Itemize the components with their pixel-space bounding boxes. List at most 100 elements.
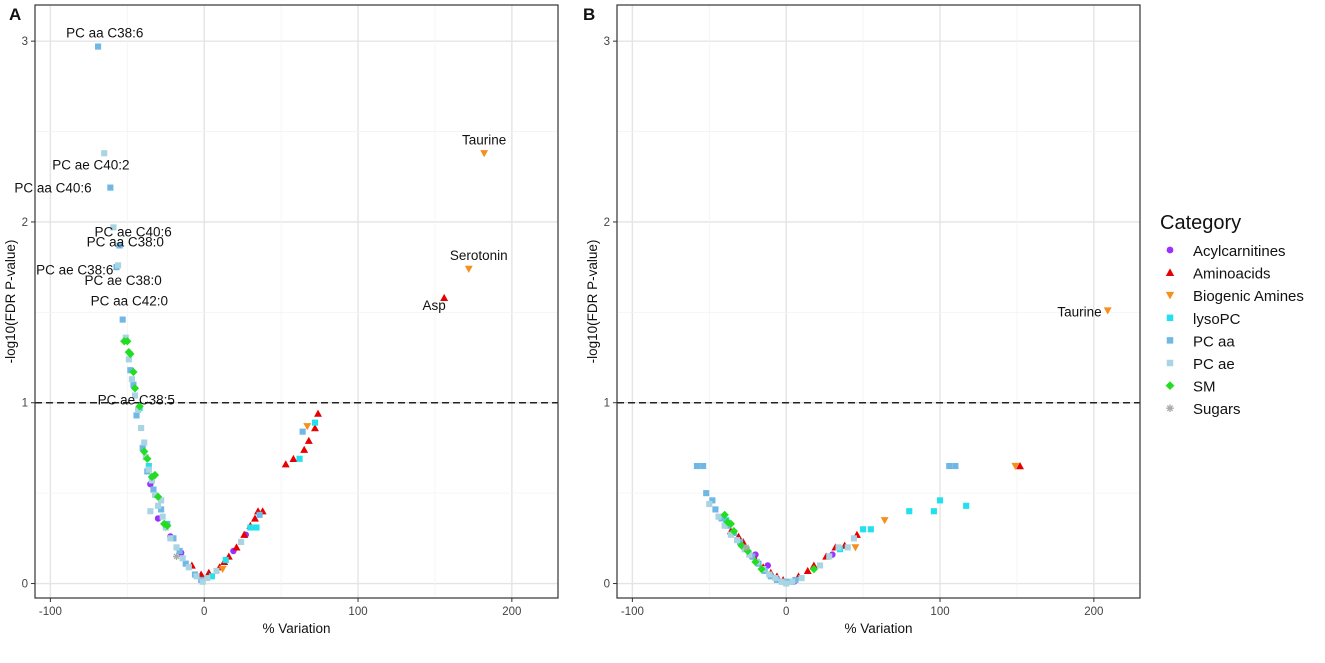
legend-marker-acylcarnitines [1166, 246, 1174, 254]
point-lysopc [867, 526, 874, 533]
point-sm [163, 521, 172, 530]
point-pc-ae [131, 392, 139, 399]
point-aminoacids [1016, 462, 1024, 470]
point-pc-ae [772, 575, 779, 582]
point-biogenic-amines [1011, 462, 1020, 470]
point-lysopc [145, 462, 152, 470]
legend-entry-sm: SM [1165, 379, 1216, 396]
legend-label: Aminoacids [1193, 266, 1271, 283]
legend-entry-biogenic-amines: Biogenic Amines [1165, 288, 1304, 305]
point-pc-ae [835, 544, 842, 551]
annotation-taurine: Taurine [462, 132, 506, 147]
y-tick-label: 2 [604, 217, 610, 229]
x-tick-label: 100 [930, 606, 949, 618]
point-biogenic-amines [464, 265, 473, 273]
point-pc-aa [786, 578, 793, 585]
point-sm [150, 470, 160, 480]
point-pc-ae [715, 513, 722, 520]
legend-marker-pc-ae [1166, 359, 1174, 367]
legend-label: PC ae [1193, 356, 1235, 373]
point-lysopc [860, 526, 867, 533]
x-tick-label: 200 [502, 606, 521, 618]
x-tick-label: -100 [39, 606, 62, 618]
point-pc-ae [789, 578, 796, 585]
point-pc-ae [766, 571, 773, 578]
x-axis-label: % Variation [844, 621, 912, 636]
point-pc-ae [185, 564, 192, 571]
point-pc-aa [182, 560, 189, 567]
plot-background [35, 5, 558, 598]
annotation-serotonin: Serotonin [450, 248, 508, 263]
point-pc-ae [238, 538, 245, 546]
point-pc-aa [139, 444, 146, 452]
point-sm [751, 557, 760, 566]
point-biogenic-amines [880, 517, 889, 525]
point-pc-ae [158, 497, 165, 504]
point-pc-aa [130, 381, 137, 388]
point-aminoacids [803, 566, 812, 575]
point-biogenic-amines [218, 565, 227, 574]
point-biogenic-amines [851, 544, 860, 552]
point-sm [123, 337, 132, 346]
plot-background [617, 5, 1140, 598]
legend-label: Acylcarnitines [1193, 243, 1286, 260]
point-sm [140, 447, 149, 456]
point-lysopc [311, 419, 319, 426]
point-pc-aa [127, 367, 134, 374]
annotations: Taurine [1057, 305, 1101, 320]
point-lysopc [208, 573, 215, 580]
panel-border [34, 4, 559, 599]
point-aminoacids [314, 409, 322, 417]
point-biogenic-amines [303, 423, 312, 431]
point-lysopc [247, 524, 254, 531]
point-pc-ae [746, 551, 753, 558]
legend-entry-sugars: Sugars [1166, 401, 1241, 418]
point-pc-aa [749, 553, 756, 560]
y-tick-label: 0 [604, 579, 610, 591]
point-sm [809, 564, 819, 574]
point-pc-ae [167, 535, 174, 542]
legend-marker-sugars [1166, 404, 1174, 412]
y-tick-label: 3 [22, 36, 28, 48]
point-pc-aa [256, 511, 263, 518]
point-pc-ae [213, 567, 220, 574]
point-pc-ae [816, 562, 824, 569]
point-lysopc [222, 556, 229, 564]
point-sm [130, 384, 140, 393]
legend-marker-aminoacids [1165, 268, 1175, 276]
point-aminoacids [304, 436, 313, 444]
legend-entry-pc-aa: PC aa [1166, 333, 1235, 350]
x-axis-label: % Variation [262, 621, 330, 636]
point-pc-ae [826, 553, 833, 560]
point-pc-ae [125, 356, 132, 363]
point-pc-aa [700, 462, 707, 470]
annotation-pc-aa-c40-6: PC aa C40:6 [14, 181, 91, 196]
legend-label: SM [1193, 379, 1216, 396]
point-pc-ae [193, 573, 200, 580]
y-tick-label: 2 [22, 217, 28, 229]
annotation-pc-ae-c40-6: PC ae C40:6 [94, 224, 171, 239]
point-aminoacids [281, 460, 290, 468]
panel-a: PC aa C38:6 Taurine PC ae C40:2 PC aa C40:6… [3, 4, 559, 636]
point-pc-ae [706, 500, 713, 508]
point-pc-ae [138, 424, 145, 432]
point-sm [153, 492, 163, 501]
x-tick-label: -100 [621, 606, 644, 618]
point-sugars [172, 552, 181, 561]
legend-marker-sm [1165, 381, 1175, 390]
legend-title: Category [1160, 212, 1241, 234]
annotation-taurine: Taurine [1057, 305, 1101, 320]
point-pc-aa [170, 535, 177, 542]
point-pc-ae [204, 575, 211, 582]
annotation-asp: Asp [423, 298, 446, 313]
point-pc-aa [952, 462, 959, 470]
point-pc-aa [709, 497, 716, 504]
y-tick-label: 3 [604, 36, 610, 48]
point-pc-aa [150, 486, 157, 493]
point-pc-aa [712, 506, 719, 513]
point-pc-ae [110, 224, 117, 231]
point-biogenic-amines [480, 150, 489, 158]
point-biogenic-amines [1103, 307, 1112, 315]
point-lysopc [906, 508, 913, 515]
point-pc-ae [151, 491, 159, 499]
